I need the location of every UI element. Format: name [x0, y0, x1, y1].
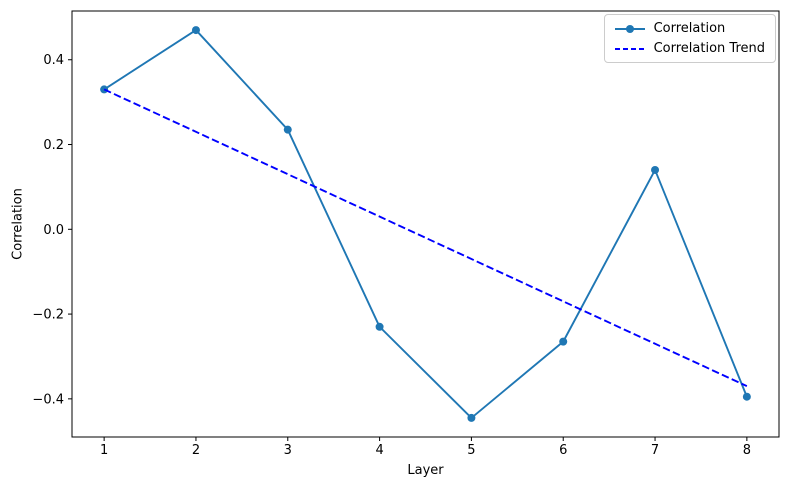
y-axis: −0.4 −0.2 0.0 0.2 0.4: [32, 53, 72, 407]
y-axis-label: Correlation: [10, 188, 26, 260]
legend-label-correlation: Correlation: [653, 21, 726, 36]
x-tick-label: 2: [192, 443, 200, 458]
plot-area: [72, 11, 779, 437]
data-point-marker: [375, 322, 384, 331]
x-tick-label: 4: [375, 443, 383, 458]
x-tick-label: 3: [284, 443, 292, 458]
x-tick-label: 6: [559, 443, 567, 458]
x-tick-label: 1: [100, 443, 108, 458]
y-tick-label: −0.4: [32, 392, 64, 407]
data-point-marker: [742, 392, 751, 401]
trend-line: [103, 88, 748, 387]
legend-sample-solid-line-icon: [614, 24, 645, 33]
data-point-marker: [467, 413, 476, 422]
legend-item-correlation: Correlation: [614, 21, 765, 36]
x-tick-label: 8: [743, 443, 751, 458]
legend: Correlation Correlation Trend: [603, 14, 776, 63]
x-axis: 1 2 3 4 5 6 7 8: [100, 437, 751, 458]
x-axis-label: Layer: [407, 463, 444, 478]
y-tick-label: −0.2: [32, 308, 64, 323]
data-point-marker: [283, 125, 292, 134]
legend-sample-dashed-line-icon: [614, 47, 645, 50]
plot-spines: [71, 10, 780, 438]
x-tick-label: 7: [651, 443, 659, 458]
y-tick-label: 0.0: [43, 223, 64, 238]
data-point-marker: [191, 26, 200, 35]
legend-label-correlation-trend: Correlation Trend: [653, 41, 765, 56]
y-tick-label: 0.2: [43, 138, 64, 153]
data-point-marker: [651, 165, 660, 174]
legend-item-correlation-trend: Correlation Trend: [614, 41, 765, 56]
data-point-marker: [559, 337, 568, 346]
series-line: [103, 29, 748, 419]
y-tick-label: 0.4: [43, 53, 64, 68]
x-tick-label: 5: [467, 443, 475, 458]
